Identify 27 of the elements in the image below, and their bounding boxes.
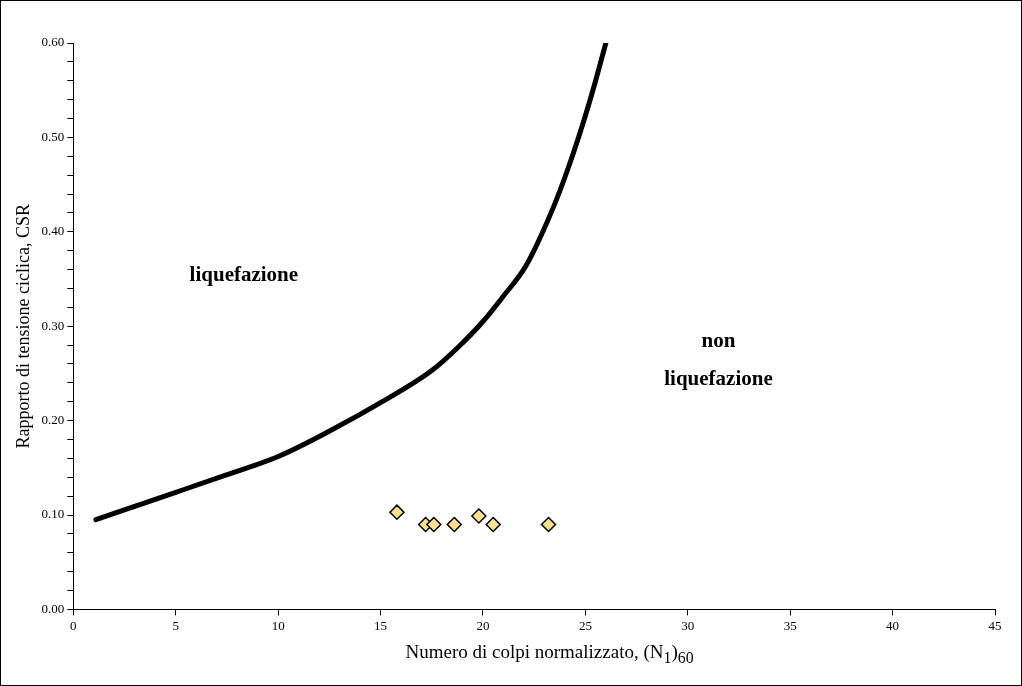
- y-tick-label: 0.00: [41, 600, 65, 616]
- point: [389, 504, 405, 520]
- y-tick-label: 0.50: [41, 128, 65, 144]
- x-tick-label: 30: [681, 617, 695, 633]
- x-tick-label: 10: [271, 617, 285, 633]
- x-tick-label: 25: [578, 617, 592, 633]
- y-tick-label: 0.40: [41, 223, 65, 239]
- point: [471, 508, 487, 524]
- x-tick-label: 35: [783, 617, 797, 633]
- y-tick-label: 0.60: [41, 34, 65, 50]
- x-tick-label: 20: [476, 617, 490, 633]
- point: [446, 516, 463, 533]
- x-tick-label: 5: [172, 617, 180, 633]
- y-tick-label: 0.30: [41, 317, 65, 333]
- point: [485, 516, 501, 533]
- point: [540, 516, 557, 533]
- y-axis-title: Rapporto di tensione ciclica, CSR: [12, 203, 33, 449]
- annotation: non liquefazione: [664, 327, 773, 390]
- x-tick-label: 15: [374, 617, 388, 633]
- annotation: liquefazione: [189, 261, 299, 286]
- x-tick-label: 0: [70, 617, 77, 633]
- point: [426, 516, 442, 533]
- x-tick-label: 40: [886, 617, 900, 633]
- x-axis-title: Numero di colpi normalizzato, (N$_{1}$)$_{60}$: [404, 641, 695, 667]
- x-tick-label: 45: [988, 617, 1002, 633]
- y-tick-label: 0.20: [41, 412, 65, 428]
- y-tick-label: 0.10: [41, 506, 65, 522]
